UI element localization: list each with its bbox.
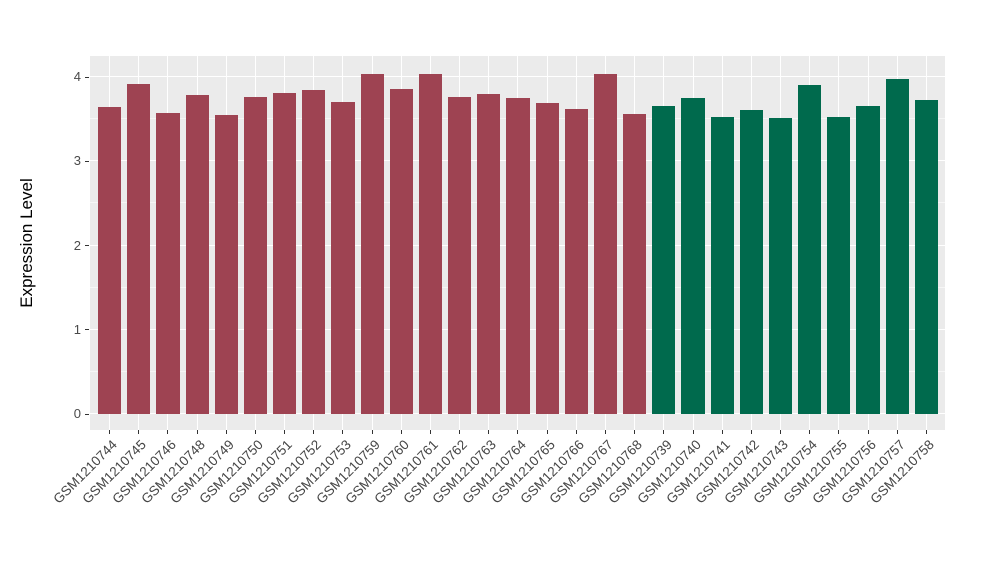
- bar-GSM1210768: [623, 114, 647, 414]
- x-tick-mark: [546, 430, 548, 434]
- x-tick-mark: [780, 430, 781, 434]
- x-tick-mark: [692, 430, 694, 434]
- x-tick-mark: [867, 430, 869, 434]
- bar-GSM1210757: [885, 78, 909, 414]
- y-tick-mark: [85, 160, 89, 162]
- y-tick-mark: [85, 329, 89, 331]
- bar-GSM1210758: [914, 99, 938, 414]
- bar-GSM1210762: [448, 97, 472, 414]
- bar-GSM1210761: [418, 73, 443, 414]
- bar-GSM1210753: [331, 102, 355, 414]
- x-tick-mark: [371, 430, 373, 434]
- x-tick-mark: [313, 430, 315, 434]
- x-tick-mark: [459, 430, 461, 434]
- bar-GSM1210752: [302, 90, 326, 414]
- x-tick-mark: [488, 430, 490, 434]
- bar-GSM1210754: [798, 85, 822, 414]
- bar-GSM1210766: [564, 109, 588, 414]
- bar-GSM1210744: [98, 106, 122, 414]
- x-tick-mark: [838, 430, 840, 434]
- x-tick-mark: [925, 430, 927, 434]
- bar-GSM1210750: [243, 97, 268, 414]
- x-tick-mark: [109, 430, 111, 434]
- y-tick-label: 0: [73, 406, 81, 421]
- y-tick-label: 1: [73, 321, 81, 337]
- bar-GSM1210759: [360, 73, 384, 414]
- y-tick-label: 4: [73, 69, 81, 84]
- x-tick-mark: [342, 430, 344, 434]
- x-tick-mark: [750, 430, 752, 434]
- bar-GSM1210760: [389, 88, 413, 414]
- bar-GSM1210741: [710, 116, 734, 414]
- bar-GSM1210767: [593, 73, 618, 414]
- x-tick-mark: [138, 430, 140, 434]
- bar-GSM1210756: [856, 105, 880, 414]
- y-tick-mark: [85, 245, 89, 246]
- bar-GSM1210763: [477, 93, 501, 414]
- x-tick-mark: [575, 430, 577, 434]
- bar-GSM1210748: [185, 94, 209, 414]
- x-tick-mark: [663, 430, 665, 434]
- y-tick-label: 3: [73, 153, 81, 169]
- plot-panel: [90, 56, 945, 430]
- bar-GSM1210751: [273, 93, 297, 414]
- major-gridline: [90, 76, 945, 77]
- bar-GSM1210755: [827, 117, 851, 414]
- x-tick-mark: [721, 430, 723, 434]
- x-tick-mark: [400, 430, 402, 434]
- x-tick-mark: [809, 430, 811, 434]
- x-tick-mark: [167, 430, 169, 434]
- bar-GSM1210745: [127, 83, 151, 414]
- bar-GSM1210740: [681, 98, 705, 414]
- x-tick-mark: [284, 430, 286, 434]
- y-tick-mark: [85, 413, 89, 415]
- x-tick-mark: [517, 430, 519, 434]
- x-tick-mark: [225, 430, 227, 434]
- x-tick-mark: [604, 430, 606, 434]
- bar-GSM1210739: [652, 105, 676, 414]
- bar-GSM1210749: [214, 114, 238, 414]
- x-tick-mark: [634, 430, 636, 434]
- bar-GSM1210764: [506, 98, 530, 414]
- y-tick-label: 2: [73, 237, 81, 253]
- bar-GSM1210743: [768, 118, 793, 414]
- bar-GSM1210765: [535, 103, 559, 414]
- bar-GSM1210742: [739, 109, 763, 414]
- x-tick-mark: [429, 430, 431, 434]
- x-tick-mark: [196, 430, 198, 434]
- y-tick-mark: [85, 76, 89, 78]
- x-tick-mark: [254, 430, 256, 434]
- x-tick-mark: [896, 430, 898, 434]
- bar-GSM1210746: [156, 113, 180, 414]
